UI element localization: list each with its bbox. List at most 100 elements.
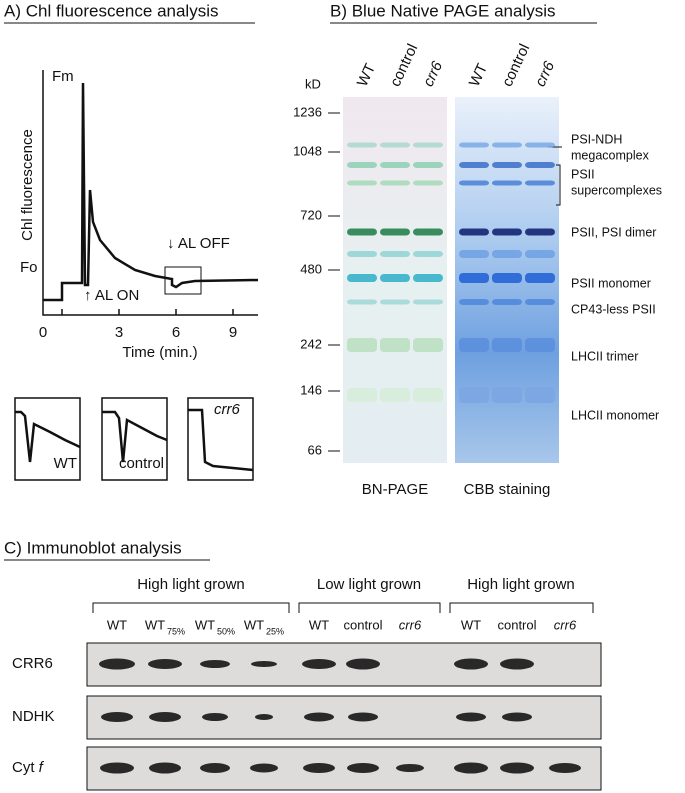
gel-band (347, 228, 377, 236)
lane-label: WT (145, 617, 165, 632)
panel-title: C) Immunoblot analysis (4, 538, 182, 557)
axes (42, 70, 258, 316)
gel-band (459, 228, 489, 236)
gel-band (347, 180, 377, 186)
row-text: NDHK (12, 708, 55, 725)
gel-band (492, 250, 522, 258)
marker-label: 1236 (293, 104, 322, 119)
blot-band (200, 763, 230, 773)
blot-band (303, 763, 335, 773)
lane-label: crr6 (399, 617, 422, 632)
gel-band (347, 142, 377, 148)
blot-band (500, 762, 534, 774)
lane-subscript: 50% (217, 626, 235, 636)
gel-band (413, 274, 443, 282)
band-label: LHCII monomer (571, 408, 659, 422)
blot-band (148, 659, 182, 669)
gel-band (459, 273, 489, 283)
gel-band (492, 180, 522, 186)
lane-label: crr6 (420, 58, 447, 89)
band-label: PSII (571, 167, 595, 181)
group-label: Low light grown (317, 576, 421, 593)
marker-label: 1048 (293, 143, 322, 158)
row-text: CRR6 (12, 655, 53, 672)
lane-label: WT (309, 617, 329, 632)
x-tick-label: 6 (172, 324, 180, 341)
lane-subscript: 25% (266, 626, 284, 636)
gel-band (413, 251, 443, 257)
gel-band (525, 142, 555, 148)
x-ticks (61, 309, 234, 315)
gel-band (347, 162, 377, 168)
gel-band (413, 299, 443, 305)
blot-band (346, 658, 380, 670)
panel-title: A) Chl fluorescence analysis (4, 1, 218, 20)
blot-band (456, 712, 486, 722)
row-text-italic: f (39, 759, 45, 776)
group-label: High light grown (137, 576, 245, 593)
blot-band (101, 712, 133, 722)
gel-band (525, 338, 555, 352)
inset-label: WT (54, 455, 77, 472)
marker-label: 242 (300, 336, 322, 351)
gel-band (492, 387, 522, 403)
blot-band (202, 713, 228, 721)
blot-band (149, 712, 181, 722)
group-label: High light grown (467, 576, 575, 593)
lane-label: crr6 (554, 617, 577, 632)
gel-band (413, 142, 443, 148)
gel-band (380, 228, 410, 236)
gel-band (413, 162, 443, 168)
panel-title: B) Blue Native PAGE analysis (330, 1, 556, 20)
band-label: supercomplexes (571, 183, 662, 197)
gel-band (459, 299, 489, 305)
marker-label: 480 (300, 261, 322, 276)
gel-band (347, 388, 377, 402)
gel-label: BN-PAGE (362, 481, 428, 498)
band-label: PSII monomer (571, 276, 651, 290)
gel-band (413, 228, 443, 236)
blot-band (348, 712, 378, 722)
band-label: PSI-NDH (571, 132, 622, 146)
blot-band (502, 712, 532, 722)
marker-label: 720 (300, 207, 322, 222)
blot-band (549, 763, 581, 773)
gel-band (492, 162, 522, 168)
gel-band (380, 162, 410, 168)
blot-band (454, 762, 488, 774)
gel-band (525, 387, 555, 403)
blot-band (100, 762, 134, 774)
gel-band (347, 299, 377, 305)
gel-band (525, 250, 555, 258)
gel-band (413, 388, 443, 402)
gel-band (347, 251, 377, 257)
gel-band (413, 180, 443, 186)
gel-band (492, 228, 522, 236)
blot-band (396, 764, 424, 772)
gel-band (525, 228, 555, 236)
blot-band (149, 762, 181, 774)
gel-band (459, 387, 489, 403)
unit-label: kD (305, 76, 321, 91)
blot-band (200, 660, 230, 668)
lane-label: crr6 (532, 58, 559, 89)
band-label: megacomplex (571, 148, 650, 162)
gel-band (459, 338, 489, 352)
lane-label: control (387, 41, 421, 89)
gel-band (380, 338, 410, 352)
gel-label: CBB staining (464, 481, 551, 498)
lane-label: WT (107, 617, 127, 632)
lane-label: control (497, 617, 536, 632)
gel-band (492, 299, 522, 305)
inset-label: crr6 (214, 401, 240, 418)
band-label: PSII, PSI dimer (571, 225, 656, 239)
gel-band (492, 142, 522, 148)
gel-band (380, 299, 410, 305)
gel-band (492, 338, 522, 352)
gel-band (380, 388, 410, 402)
lane-label: WT (354, 61, 379, 89)
inset-box (187, 397, 254, 481)
blot-band (304, 712, 334, 722)
zoom-box (164, 266, 202, 295)
